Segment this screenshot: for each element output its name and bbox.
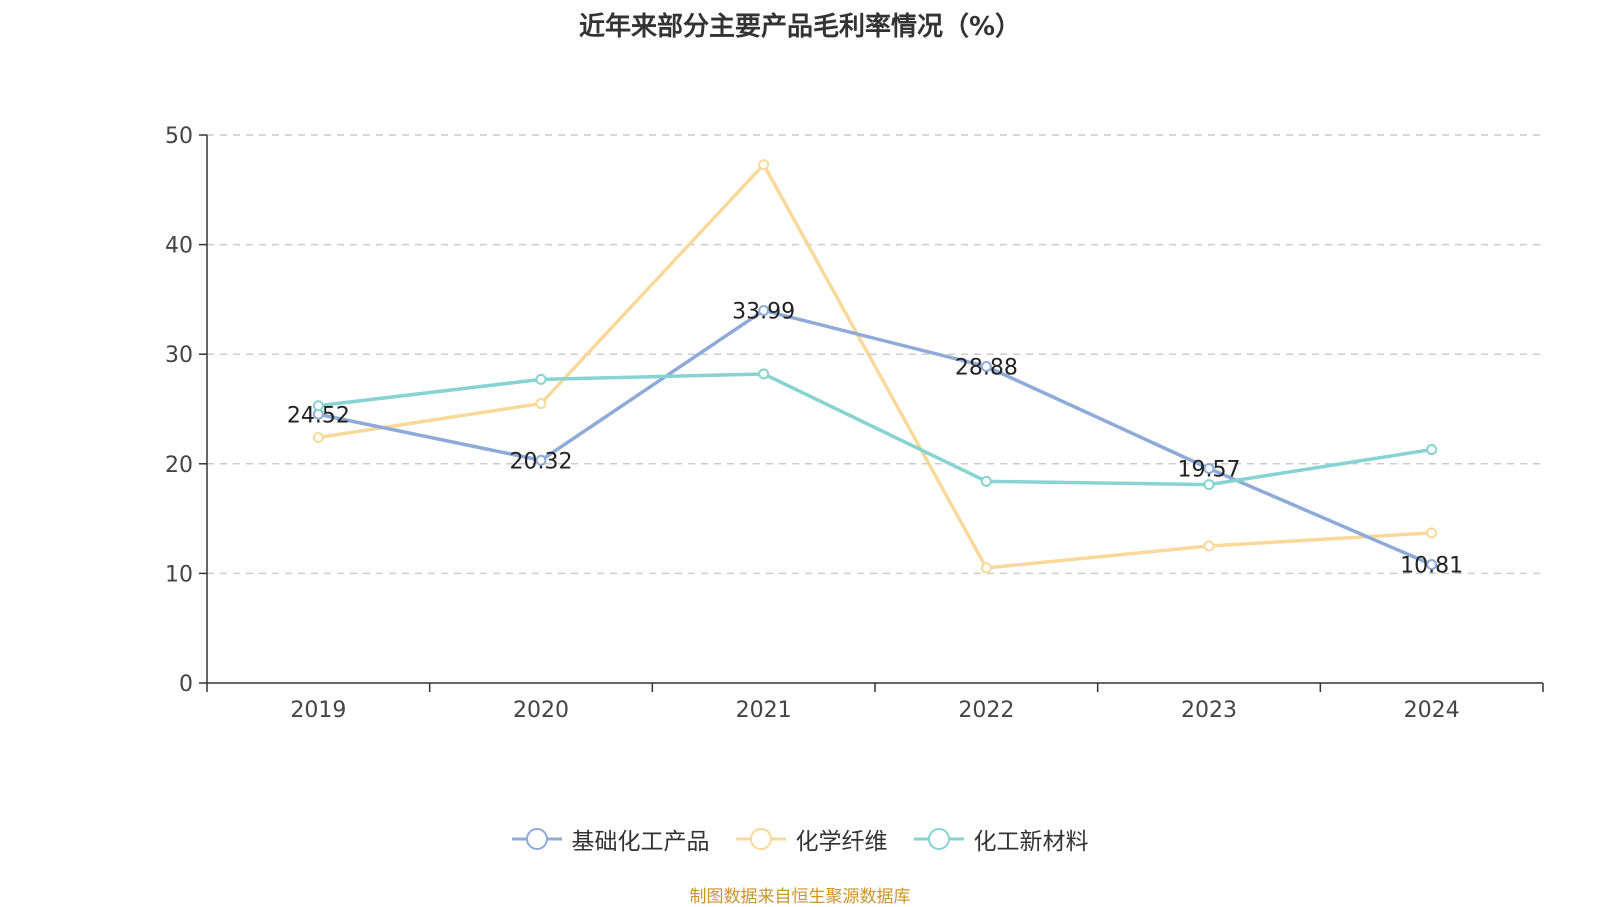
legend-swatch-icon <box>913 828 964 850</box>
y-tick-label: 50 <box>165 124 193 149</box>
data-point <box>1426 444 1438 456</box>
data-label: 19.57 <box>1178 458 1241 483</box>
y-tick-label: 40 <box>165 234 193 259</box>
series-line-3 <box>318 372 1432 487</box>
data-point <box>758 304 770 316</box>
chart-title: 近年来部分主要产品毛利率情况（%） <box>578 12 1022 42</box>
data-point <box>312 431 324 443</box>
data-point <box>980 562 992 574</box>
legend: 基础化工产品 化学纤维 化工新材料 <box>0 822 1600 856</box>
data-point <box>312 400 324 412</box>
grid-layer <box>207 134 1543 575</box>
legend-item-series-3[interactable]: 化工新材料 <box>913 822 1089 856</box>
x-tick-label: 2019 <box>290 698 346 723</box>
data-point <box>1203 479 1215 491</box>
data-label: 10.81 <box>1400 554 1463 579</box>
data-point <box>535 398 547 410</box>
y-tick-label: 10 <box>165 562 193 587</box>
axis-layer: 0 10 20 30 40 50 2019 2020 2021 2022 2023 2024 <box>165 124 1544 723</box>
data-point <box>980 360 992 372</box>
source-note: 制图数据来自恒生聚源数据库 <box>689 887 911 907</box>
data-point <box>535 454 547 466</box>
legend-item-series-1[interactable]: 基础化工产品 <box>511 822 710 856</box>
data-label: 24.52 <box>287 403 350 428</box>
legend-label: 化学纤维 <box>795 829 888 855</box>
y-tick-label: 0 <box>179 672 193 697</box>
data-point <box>535 373 547 385</box>
x-tick-label: 2020 <box>513 698 569 723</box>
legend-label: 化工新材料 <box>973 829 1089 855</box>
legend-label: 基础化工产品 <box>571 829 710 855</box>
x-tick-label: 2022 <box>958 698 1014 723</box>
x-tick-label: 2024 <box>1404 698 1460 723</box>
data-point <box>1203 463 1215 475</box>
data-label: 33.99 <box>732 299 795 324</box>
series-line-2 <box>318 162 1432 570</box>
data-point <box>1426 527 1438 539</box>
data-point <box>758 159 770 171</box>
data-point <box>1426 559 1438 571</box>
series-line-1 <box>317 308 1433 567</box>
series-layer <box>312 159 1438 574</box>
data-point <box>758 368 770 380</box>
legend-swatch-icon <box>511 828 562 850</box>
legend-swatch-icon <box>735 828 786 850</box>
x-tick-label: 2021 <box>736 698 792 723</box>
y-tick-label: 30 <box>165 343 193 368</box>
label-layer: 24.52 20.32 33.99 28.88 19.57 10.81 <box>287 299 1463 578</box>
x-tick-label: 2023 <box>1181 698 1237 723</box>
data-point <box>980 475 992 487</box>
data-label: 20.32 <box>510 449 573 474</box>
legend-item-series-2[interactable]: 化学纤维 <box>735 822 888 856</box>
data-point <box>1203 540 1215 552</box>
data-label: 28.88 <box>955 355 1018 380</box>
y-tick-label: 20 <box>165 453 193 478</box>
